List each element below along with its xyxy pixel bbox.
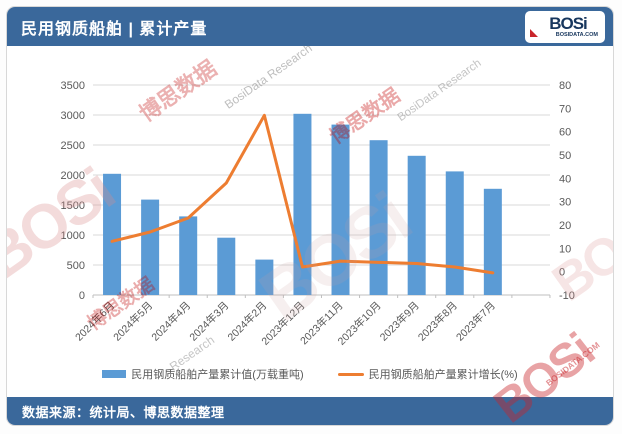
- bar: [483, 188, 502, 295]
- left-axis-tick-label: 2500: [61, 140, 85, 152]
- left-axis-tick-label: 3000: [61, 110, 85, 122]
- bar: [445, 171, 464, 295]
- right-axis-tick-label: 80: [559, 80, 571, 92]
- header-bar: 民用钢质船舶 | 累计产量 BOSi BOSIDATA.COM: [7, 7, 613, 46]
- right-axis-tick-label: 20: [559, 220, 571, 232]
- left-axis-tick-label: 1500: [61, 200, 85, 212]
- data-source-text: 数据来源：统计局、博思数据整理: [22, 404, 225, 420]
- brand-logo-text: BOSi: [549, 13, 588, 33]
- legend-item-growth: 民用钢质船舶产量累计增长(%): [337, 366, 518, 382]
- right-axis-tick-label: 60: [559, 127, 571, 139]
- legend-bar-swatch: [102, 370, 127, 378]
- legend-label-growth: 民用钢质船舶产量累计增长(%): [368, 369, 518, 381]
- left-axis-tick-label: 0: [79, 290, 85, 302]
- brand-logo: BOSi BOSIDATA.COM: [525, 10, 605, 43]
- right-axis-tick-label: 0: [559, 267, 565, 279]
- bar: [217, 237, 236, 295]
- right-axis-tick-label: -10: [559, 290, 575, 302]
- chart-legend: 民用钢质船舶产量累计值(万载重吨) 民用钢质船舶产量累计增长(%): [7, 364, 613, 384]
- left-axis-tick-label: 500: [67, 260, 85, 272]
- left-axis-tick-label: 2000: [61, 170, 85, 182]
- bar: [407, 155, 426, 295]
- page-title: 民用钢质船舶 | 累计产量: [21, 20, 208, 38]
- x-axis-category-label: 2024年3月: [187, 299, 232, 344]
- chart-canvas: 0 500 1000 1500 2000 2500 3000 3500 -10 0 10 20 30 40…: [61, 80, 575, 348]
- legend-line-swatch: [337, 372, 364, 376]
- logo-triangle-icon: [530, 28, 538, 37]
- x-axis-category-label: 2024年6月: [72, 299, 117, 344]
- bar: [179, 216, 198, 295]
- right-axis-tick-label: 40: [559, 173, 571, 185]
- brand-logo-domain: BOSIDATA.COM: [555, 31, 598, 38]
- right-axis-tick-label: 70: [559, 103, 571, 115]
- bar: [141, 199, 160, 295]
- left-axis-tick-label: 3500: [61, 80, 85, 92]
- report-card: 民用钢质船舶 | 累计产量 BOSi BOSIDATA.COM 0 500 1000…: [6, 6, 614, 426]
- right-axis-tick-label: 10: [559, 243, 571, 255]
- bar: [255, 259, 274, 295]
- right-axis-tick-label: 30: [559, 197, 571, 209]
- x-axis-category-label: 2024年5月: [111, 299, 156, 344]
- bar: [103, 173, 122, 295]
- x-axis-category-label: 2023年7月: [453, 299, 498, 344]
- x-axis-category-label: 2023年9月: [377, 299, 422, 344]
- legend-item-production: 民用钢质船舶产量累计值(万载重吨): [102, 366, 304, 382]
- left-axis-tick-label: 1000: [61, 230, 85, 242]
- chart-area: 0 500 1000 1500 2000 2500 3000 3500 -10 0 10 20 30 40…: [7, 46, 613, 362]
- right-axis-tick-label: 50: [559, 150, 571, 162]
- bar: [331, 124, 350, 295]
- x-axis-category-label: 2023年8月: [415, 299, 460, 344]
- x-axis-category-label: 2024年4月: [149, 299, 194, 344]
- bar: [369, 140, 388, 295]
- legend-label-production: 民用钢质船舶产量累计值(万载重吨): [131, 369, 304, 381]
- footer-bar: 数据来源：统计局、博思数据整理: [7, 397, 613, 425]
- growth-line: [110, 113, 495, 275]
